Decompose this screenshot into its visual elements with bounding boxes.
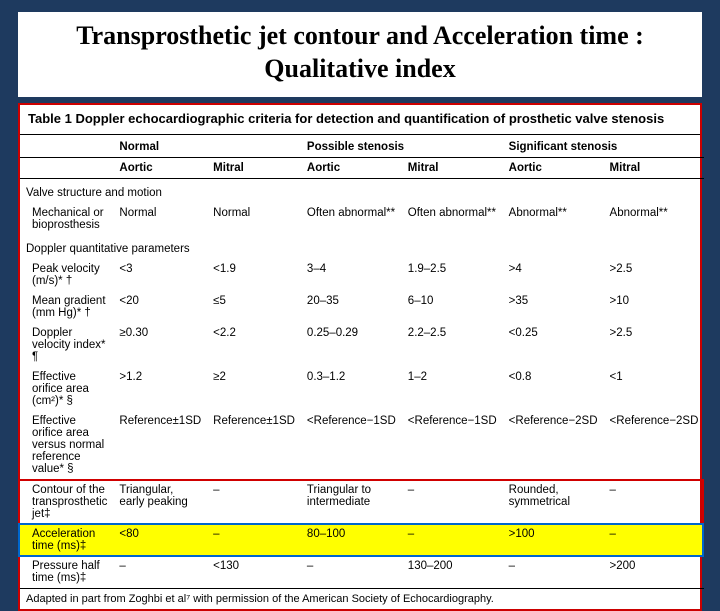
- cell: Abnormal**: [503, 203, 604, 235]
- cell: <1: [604, 367, 705, 411]
- cell: 0.25–0.29: [301, 323, 402, 367]
- cell: Mean gradient (mm Hg)* †: [20, 291, 113, 323]
- cell: –: [503, 556, 604, 589]
- row-acceleration-time: Acceleration time (ms)‡ <80 – 80–100 – >…: [20, 524, 704, 556]
- cell: –: [207, 480, 301, 525]
- cell: Abnormal**: [604, 203, 705, 235]
- cell: –: [604, 524, 705, 556]
- cell: Reference±1SD: [113, 411, 207, 480]
- table-container: Table 1 Doppler echocardiographic criter…: [18, 103, 702, 611]
- cell: Normal: [207, 203, 301, 235]
- cell: –: [207, 524, 301, 556]
- cell: Mechanical or bioprosthesis: [20, 203, 113, 235]
- row-dvi: Doppler velocity index* ¶ ≥0.30 <2.2 0.2…: [20, 323, 704, 367]
- row-pht: Pressure half time (ms)‡ – <130 – 130–20…: [20, 556, 704, 589]
- sub-aortic-2: Aortic: [301, 158, 402, 179]
- cell: Reference±1SD: [207, 411, 301, 480]
- cell: Effective orifice area (cm²)* §: [20, 367, 113, 411]
- group-significant: Significant stenosis: [503, 135, 705, 158]
- cell: <Reference−2SD: [503, 411, 604, 480]
- cell: <1.9: [207, 259, 301, 291]
- cell: >2.5: [604, 323, 705, 367]
- blank-header: [20, 135, 113, 158]
- cell: Often abnormal**: [301, 203, 402, 235]
- cell: >4: [503, 259, 604, 291]
- group-possible: Possible stenosis: [301, 135, 503, 158]
- cell: <Reference−1SD: [301, 411, 402, 480]
- cell: Acceleration time (ms)‡: [20, 524, 113, 556]
- cell: Doppler velocity index* ¶: [20, 323, 113, 367]
- cell: <0.25: [503, 323, 604, 367]
- table-footer: Adapted in part from Zoghbi et al⁷ with …: [20, 589, 704, 610]
- sub-aortic-3: Aortic: [503, 158, 604, 179]
- row-peak-velocity: Peak velocity (m/s)* † <3 <1.9 3–4 1.9–2…: [20, 259, 704, 291]
- cell: 6–10: [402, 291, 503, 323]
- row-contour: Contour of the transprosthetic jet‡ Tria…: [20, 480, 704, 525]
- cell: >2.5: [604, 259, 705, 291]
- table-caption: Table 1 Doppler echocardiographic criter…: [20, 105, 700, 135]
- cell: >35: [503, 291, 604, 323]
- cell: ≥0.30: [113, 323, 207, 367]
- cell: <130: [207, 556, 301, 589]
- sub-aortic-1: Aortic: [113, 158, 207, 179]
- footer-text: Adapted in part from Zoghbi et al⁷ with …: [20, 589, 704, 610]
- blank-subheader: [20, 158, 113, 179]
- group-header-row: Normal Possible stenosis Significant ste…: [20, 135, 704, 158]
- cell: –: [402, 480, 503, 525]
- slide-title: Transprosthetic jet contour and Accelera…: [18, 12, 702, 97]
- cell: <3: [113, 259, 207, 291]
- section-structure: Valve structure and motion: [20, 179, 704, 204]
- cell: <80: [113, 524, 207, 556]
- sub-mitral-3: Mitral: [604, 158, 705, 179]
- cell: Peak velocity (m/s)* †: [20, 259, 113, 291]
- cell: Contour of the transprosthetic jet‡: [20, 480, 113, 525]
- sub-header-row: Aortic Mitral Aortic Mitral Aortic Mitra…: [20, 158, 704, 179]
- cell: >200: [604, 556, 705, 589]
- sub-mitral-2: Mitral: [402, 158, 503, 179]
- row-eoa-ref: Effective orifice area versus normal ref…: [20, 411, 704, 480]
- cell: >100: [503, 524, 604, 556]
- cell: Effective orifice area versus normal ref…: [20, 411, 113, 480]
- row-mean-gradient: Mean gradient (mm Hg)* † <20 ≤5 20–35 6–…: [20, 291, 704, 323]
- cell: 0.3–1.2: [301, 367, 402, 411]
- row-mechanical: Mechanical or bioprosthesis Normal Norma…: [20, 203, 704, 235]
- cell: <Reference−2SD: [604, 411, 705, 480]
- cell: Normal: [113, 203, 207, 235]
- cell: 1.9–2.5: [402, 259, 503, 291]
- cell: 2.2–2.5: [402, 323, 503, 367]
- group-normal: Normal: [113, 135, 301, 158]
- cell: >1.2: [113, 367, 207, 411]
- cell: ≤5: [207, 291, 301, 323]
- cell: 20–35: [301, 291, 402, 323]
- cell: Triangular, early peaking: [113, 480, 207, 525]
- row-eoa: Effective orifice area (cm²)* § >1.2 ≥2 …: [20, 367, 704, 411]
- cell: –: [301, 556, 402, 589]
- cell: Pressure half time (ms)‡: [20, 556, 113, 589]
- cell: 80–100: [301, 524, 402, 556]
- section-doppler: Doppler quantitative parameters: [20, 235, 704, 259]
- sub-mitral-1: Mitral: [207, 158, 301, 179]
- cell: ≥2: [207, 367, 301, 411]
- cell: 130–200: [402, 556, 503, 589]
- cell: <0.8: [503, 367, 604, 411]
- cell: –: [604, 480, 705, 525]
- cell: 1–2: [402, 367, 503, 411]
- cell: >10: [604, 291, 705, 323]
- cell: Triangular to intermediate: [301, 480, 402, 525]
- cell: Often abnormal**: [402, 203, 503, 235]
- cell: –: [113, 556, 207, 589]
- cell: 3–4: [301, 259, 402, 291]
- section-doppler-label: Doppler quantitative parameters: [20, 235, 704, 259]
- cell: <Reference−1SD: [402, 411, 503, 480]
- section-structure-label: Valve structure and motion: [20, 179, 704, 204]
- criteria-table: Normal Possible stenosis Significant ste…: [20, 135, 704, 609]
- cell: –: [402, 524, 503, 556]
- cell: <2.2: [207, 323, 301, 367]
- cell: <20: [113, 291, 207, 323]
- cell: Rounded, symmetrical: [503, 480, 604, 525]
